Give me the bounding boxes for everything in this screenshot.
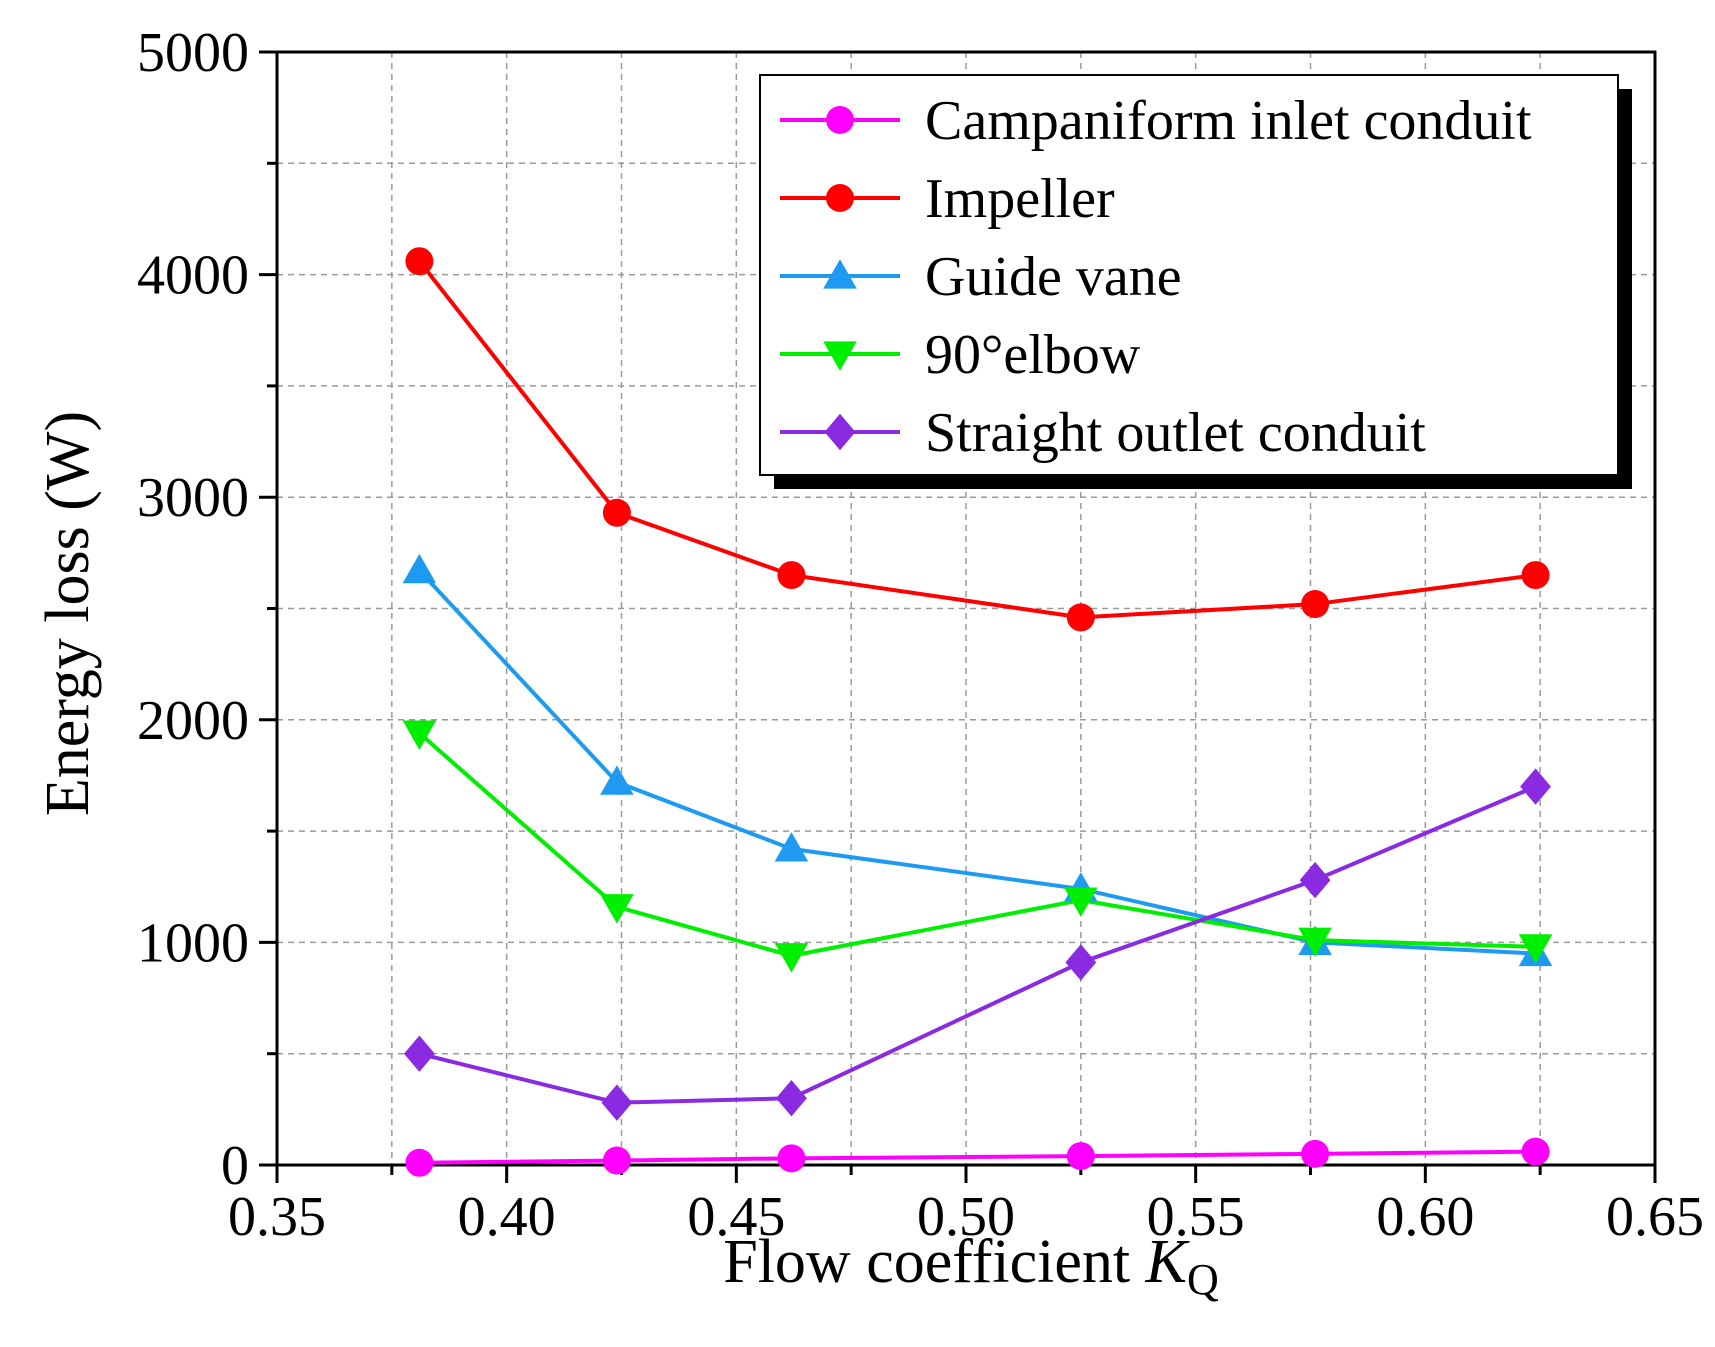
- y-tick-label: 4000: [137, 245, 249, 307]
- legend-box: [759, 74, 1619, 476]
- data-point-90-elbow: [402, 720, 437, 750]
- legend-label-impeller: Impeller: [925, 168, 1115, 230]
- data-point-90-elbow: [774, 943, 809, 973]
- legend-label-campaniform-inlet-conduit: Campaniform inlet conduit: [925, 90, 1532, 152]
- data-point-straight-outlet-conduit: [403, 1035, 435, 1072]
- series-line-straight-outlet-conduit: [418, 784, 1537, 1105]
- legend: Campaniform inlet conduit Impeller Guide v…: [759, 74, 1632, 489]
- data-point-campaniform-inlet-conduit: [405, 1148, 434, 1177]
- series-markers: [402, 247, 1553, 1177]
- series-line-campaniform-inlet-conduit: [419, 1149, 1536, 1165]
- legend-marker-campaniform-inlet-conduit: [826, 106, 854, 134]
- data-point-impeller: [1066, 603, 1095, 632]
- data-point-90-elbow: [1064, 887, 1098, 917]
- data-point-impeller: [602, 498, 631, 527]
- legend-marker-straight-outlet-conduit: [824, 413, 856, 451]
- legend-marker-impeller: [826, 184, 854, 212]
- data-point-guide-vane: [402, 553, 437, 584]
- x-tick-label: 0.45: [687, 1186, 785, 1248]
- legend-marker-90-elbow: [823, 341, 857, 371]
- y-tick-label: 1000: [137, 912, 249, 974]
- y-tick-label: 2000: [137, 690, 249, 752]
- data-point-straight-outlet-conduit: [1520, 768, 1551, 805]
- data-point-guide-vane: [600, 765, 634, 795]
- data-point-campaniform-inlet-conduit: [777, 1144, 806, 1173]
- data-point-90-elbow: [600, 894, 634, 924]
- data-point-straight-outlet-conduit: [601, 1084, 633, 1121]
- x-tick-label: 0.55: [1147, 1186, 1245, 1248]
- legend-label-90-elbow: 90°elbow: [925, 324, 1141, 386]
- data-point-guide-vane: [774, 832, 809, 862]
- data-point-straight-outlet-conduit: [1299, 861, 1331, 899]
- y-tick-label: 5000: [137, 22, 249, 84]
- x-tick-label: 0.50: [917, 1186, 1015, 1248]
- data-point-campaniform-inlet-conduit: [1066, 1142, 1095, 1171]
- data-point-90-elbow: [1518, 934, 1553, 964]
- y-tick-label: 0: [221, 1135, 249, 1197]
- x-tick-label: 0.65: [1606, 1186, 1704, 1248]
- data-point-campaniform-inlet-conduit: [602, 1146, 631, 1175]
- series-lines: [417, 260, 1537, 1165]
- legend-marker-guide-vane: [823, 259, 857, 289]
- legend-label-guide-vane: Guide vane: [925, 246, 1182, 308]
- x-tick-label: 0.60: [1376, 1186, 1474, 1248]
- data-point-impeller: [1521, 561, 1550, 590]
- data-point-straight-outlet-conduit: [776, 1080, 807, 1117]
- x-tick-label: 0.35: [228, 1186, 326, 1248]
- tick-labels: 0.35 0.40 0.45 0.50 0.55 0.60 0.65 0 1000 2000 300…: [137, 22, 1704, 1248]
- data-point-campaniform-inlet-conduit: [1301, 1139, 1330, 1168]
- legend-label-straight-outlet-conduit: Straight outlet conduit: [925, 402, 1426, 464]
- series-line-impeller: [417, 260, 1536, 620]
- x-tick-label: 0.40: [458, 1186, 556, 1248]
- series-line-90-elbow: [418, 731, 1536, 958]
- x-axis-title: Flow coefficient KQ: [723, 1228, 1219, 1304]
- data-point-impeller: [405, 247, 434, 276]
- data-point-90-elbow: [1298, 927, 1332, 957]
- data-point-impeller: [1301, 590, 1330, 619]
- data-point-impeller: [777, 561, 806, 590]
- data-point-straight-outlet-conduit: [1065, 944, 1097, 981]
- series-line-guide-vane: [417, 569, 1536, 956]
- y-tick-label: 3000: [137, 467, 249, 529]
- data-point-campaniform-inlet-conduit: [1521, 1137, 1550, 1166]
- y-axis-title: Energy loss (W): [34, 411, 102, 816]
